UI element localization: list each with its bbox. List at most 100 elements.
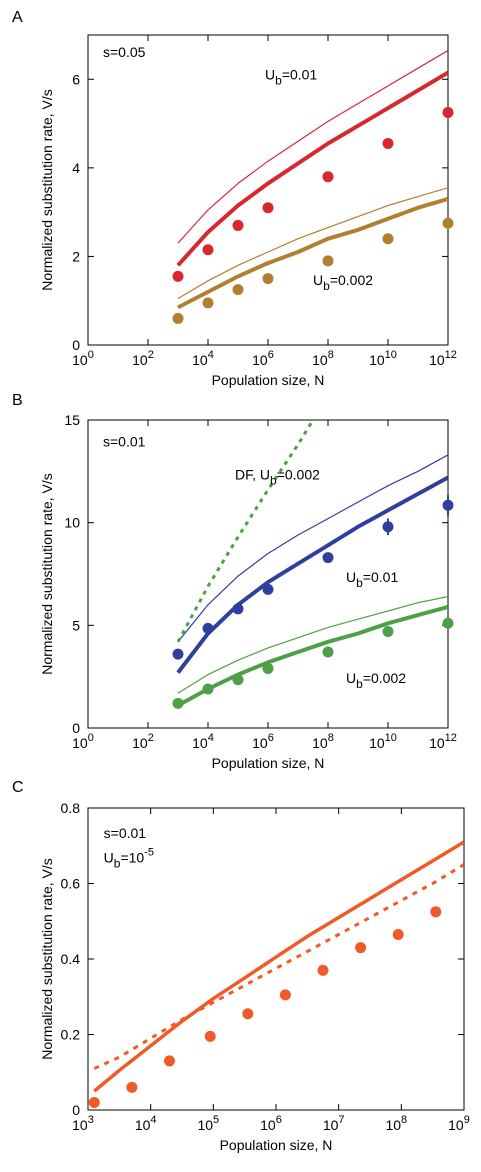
data-point — [317, 964, 329, 976]
annotation-label: Ub=0.01 — [265, 66, 317, 87]
series-line — [177, 454, 448, 643]
x-tick-label: 104 — [135, 1114, 157, 1133]
annotation-label: Ub=10-5 — [104, 847, 154, 871]
data-point — [262, 583, 274, 595]
data-point — [322, 646, 334, 658]
data-point — [262, 202, 274, 214]
data-point — [202, 622, 214, 634]
y-tick-label: 6 — [72, 71, 80, 87]
series-line — [177, 196, 448, 310]
x-tick-label: 108 — [312, 349, 334, 368]
x-tick-label: 106 — [260, 1114, 282, 1133]
data-point — [262, 273, 274, 285]
panel-letter: B — [12, 392, 23, 409]
series-line — [177, 187, 448, 300]
data-point — [442, 499, 454, 511]
x-tick-label: 1010 — [369, 732, 397, 751]
series-line — [176, 420, 315, 643]
data-point — [430, 906, 442, 918]
series-line — [176, 475, 448, 674]
data-point — [232, 603, 244, 615]
annotation-label: Ub=0.002 — [346, 670, 406, 691]
data-point — [163, 1055, 175, 1067]
series-group — [93, 840, 464, 1093]
data-point — [204, 1030, 216, 1042]
data-point — [172, 312, 184, 324]
x-tick-label: 1012 — [429, 732, 457, 751]
x-tick-label: 100 — [72, 349, 94, 368]
x-tick-label: 104 — [192, 732, 214, 751]
x-tick-label: 1012 — [429, 349, 457, 368]
data-point — [382, 138, 394, 149]
panel-letter: C — [12, 779, 24, 796]
data-point — [322, 255, 334, 267]
x-tick-label: 109 — [448, 1114, 470, 1133]
data-point — [442, 217, 454, 229]
panel-b: B 100 102 104 106 108 1010 1012 0 5 10 15 Population… — [12, 392, 457, 771]
data-point — [172, 648, 184, 660]
y-axis-title: Normalized substitution rate, V/s — [39, 858, 55, 1060]
data-point — [172, 270, 184, 282]
data-point — [242, 1008, 254, 1020]
data-point — [392, 928, 404, 940]
data-point — [232, 284, 244, 296]
y-tick-label: 0.4 — [61, 951, 81, 967]
data-point — [355, 942, 367, 954]
panel-c: C 103 104 105 106 107 108 109 0 0.2 0.4 0.6 0.8 Popul… — [12, 779, 470, 1153]
y-tick-label: 10 — [64, 515, 80, 531]
x-axis-title: Population size, N — [212, 372, 325, 388]
series-line — [93, 840, 464, 1093]
annotation-label: s=0.05 — [103, 44, 146, 60]
y-axis-title: Normalized substitution rate, V/s — [39, 89, 55, 291]
series-group — [176, 49, 448, 310]
y-axis-title: Normalized substitution rate, V/s — [39, 473, 55, 675]
series-line — [177, 49, 448, 244]
x-tick-label: 106 — [252, 349, 274, 368]
data-point — [322, 171, 334, 183]
data-point — [232, 219, 244, 231]
data-point — [382, 625, 394, 637]
y-tick-label: 0.2 — [61, 1027, 81, 1043]
x-tick-label: 102 — [132, 732, 154, 751]
annotation-label: Ub=0.01 — [346, 569, 398, 590]
data-point — [202, 683, 214, 695]
data-point — [232, 674, 244, 686]
data-point — [88, 1096, 100, 1108]
y-tick-label: 4 — [72, 160, 80, 176]
data-point — [279, 989, 291, 1001]
y-tick-label: 0 — [72, 337, 80, 353]
y-tick-label: 0.6 — [61, 876, 81, 892]
data-point — [442, 107, 454, 118]
x-tick-label: 105 — [197, 1114, 219, 1133]
x-axis-title: Population size, N — [212, 755, 325, 771]
x-tick-label: 108 — [312, 732, 334, 751]
x-axis-title: Population size, N — [220, 1137, 333, 1153]
y-tick-label: 0 — [72, 720, 80, 736]
x-tick-label: 103 — [72, 1114, 94, 1133]
series-line — [177, 604, 448, 708]
data-point — [202, 244, 214, 256]
series-line — [177, 596, 448, 694]
series-line — [176, 70, 448, 267]
annotation-label: s=0.01 — [104, 825, 147, 841]
x-tick-label: 102 — [132, 349, 154, 368]
x-tick-label: 100 — [72, 732, 94, 751]
panel-a: A 100 102 104 106 108 1010 1012 0 2 4 6 Population s… — [12, 9, 457, 388]
y-tick-label: 5 — [72, 617, 80, 633]
y-tick-label: 2 — [72, 248, 80, 264]
x-tick-label: 108 — [385, 1114, 407, 1133]
annotation-label: s=0.01 — [103, 434, 146, 450]
annotation-label: DF, Ub=0.002 — [235, 467, 320, 488]
data-point — [172, 697, 184, 709]
data-point — [322, 552, 334, 564]
x-tick-label: 1010 — [369, 349, 397, 368]
series-line — [93, 863, 464, 1070]
y-tick-label: 0 — [72, 1102, 80, 1118]
data-point — [382, 521, 394, 533]
panel-letter: A — [12, 9, 23, 26]
y-tick-label: 0.8 — [61, 800, 81, 816]
series-group — [176, 420, 448, 708]
data-point — [262, 662, 274, 674]
y-tick-label: 15 — [64, 412, 80, 428]
